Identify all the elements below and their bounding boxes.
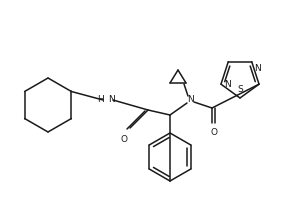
Text: N: N	[224, 80, 231, 89]
Text: N: N	[254, 64, 260, 73]
Text: O: O	[211, 128, 218, 137]
Text: O: O	[121, 135, 128, 144]
Text: S: S	[237, 85, 243, 94]
Text: N: N	[108, 96, 115, 104]
Text: N: N	[187, 96, 194, 104]
Text: H: H	[97, 96, 104, 104]
